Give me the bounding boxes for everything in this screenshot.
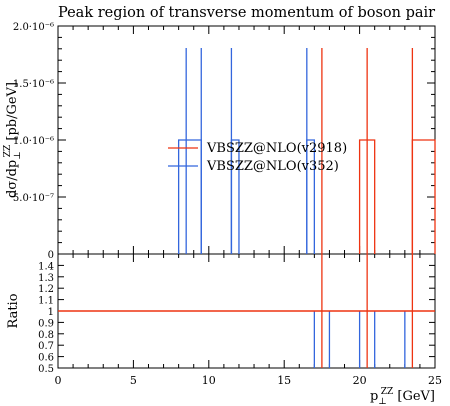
ratio-ytick-label-0: 0.5	[38, 364, 54, 375]
ratio-ytick-label-2: 0.7	[38, 341, 54, 352]
main-ytick-label-2: 1.0·10⁻⁶	[13, 136, 54, 147]
bin-vbszz-nlo-v352--0	[177, 139, 202, 254]
y-axis-label: dσ/dp⊥ZZ [pb/GeV]	[3, 82, 23, 198]
xtick-label-1: 5	[130, 374, 137, 387]
xtick-label-0: 0	[55, 374, 62, 387]
legend-label-v352: VBSZZ@NLO(v352)	[206, 159, 339, 174]
x-axis-label-sup: ZZ	[381, 387, 394, 397]
x-axis-ticks: 0 5 10 15 20 25	[55, 26, 442, 387]
y-axis-label-unit: [pb/GeV]	[5, 82, 20, 145]
main-ytick-label-4: 2.0·10⁻⁶	[13, 22, 54, 33]
ratio-axis-label: Ratio	[6, 293, 21, 328]
ratio-ytick-label-1: 0.6	[38, 353, 54, 364]
ratio-ytick-label-6: 1.1	[38, 296, 54, 307]
bin-vbszz-nlo-v352--4	[306, 139, 316, 254]
y-axis-label-sup: ZZ	[3, 145, 13, 158]
legend-label-v2918: VBSZZ@NLO(v2918)	[206, 141, 347, 156]
xtick-label-5: 25	[428, 374, 442, 387]
ratio-axis-ticks: 0.50.60.70.80.911.11.21.31.4	[38, 261, 435, 375]
x-axis-label-sub: ⊥	[378, 397, 386, 406]
ratio-ytick-label-5: 1	[48, 307, 54, 318]
xtick-label-2: 10	[202, 374, 216, 387]
ratio-ytick-label-7: 1.2	[38, 284, 54, 295]
main-panel-frame	[57, 25, 436, 255]
main-series-group	[177, 48, 436, 254]
y-axis-label-sub: ⊥	[13, 151, 23, 159]
legend: VBSZZ@NLO(v2918) VBSZZ@NLO(v352)	[168, 141, 347, 174]
y-axis-label-main: dσ/dp	[5, 160, 20, 198]
ratio-ytick-label-9: 1.4	[38, 261, 54, 272]
main-axis-ticks: 0 5.0·10⁻⁷ 1.0·10⁻⁶ 1.5·10⁻⁶ 2.0·10⁻⁶	[13, 22, 435, 261]
ratio-ytick-label-4: 0.9	[38, 318, 54, 329]
chart-title: Peak region of transverse momentum of bo…	[58, 5, 435, 21]
bin-vbszz-nlo-v352--2	[230, 139, 240, 254]
main-ytick-label-1: 5.0·10⁻⁷	[13, 193, 54, 204]
ratio-ytick-label-3: 0.8	[38, 330, 54, 341]
ratio-series-group	[58, 254, 435, 368]
xtick-label-4: 20	[353, 374, 367, 387]
xtick-label-3: 15	[277, 374, 291, 387]
main-ytick-label-3: 1.5·10⁻⁶	[13, 79, 54, 90]
x-axis-label: p⊥ZZ [GeV]	[370, 387, 435, 406]
main-ytick-label-0: 0	[48, 250, 54, 261]
x-axis-label-main: p	[370, 389, 378, 404]
ratio-ytick-label-8: 1.3	[38, 273, 54, 284]
x-axis-label-unit: [GeV]	[393, 389, 435, 404]
